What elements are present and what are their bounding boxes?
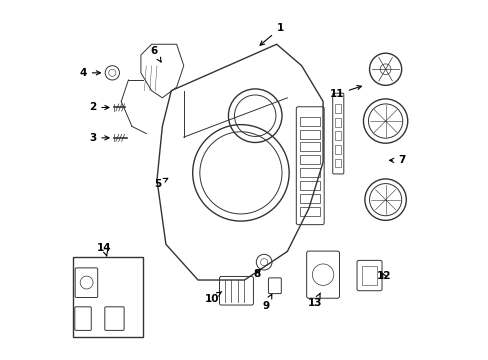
Bar — [334, 104, 341, 113]
Bar — [299, 194, 319, 203]
Text: 2: 2 — [89, 103, 109, 112]
Text: 14: 14 — [97, 243, 112, 256]
Bar — [299, 130, 319, 139]
Bar — [334, 118, 341, 127]
Bar — [334, 158, 341, 167]
Text: 4: 4 — [79, 68, 100, 78]
Text: 6: 6 — [150, 46, 161, 62]
Bar — [299, 168, 319, 177]
Text: 11: 11 — [329, 86, 361, 99]
Bar — [299, 181, 319, 190]
Text: 8: 8 — [253, 269, 260, 279]
Text: 12: 12 — [376, 271, 390, 281]
Bar — [334, 145, 341, 154]
Bar — [299, 143, 319, 152]
Bar — [299, 156, 319, 164]
Text: 10: 10 — [204, 292, 221, 303]
Bar — [299, 207, 319, 216]
Bar — [361, 266, 376, 285]
Text: 7: 7 — [389, 156, 405, 165]
Text: 5: 5 — [154, 178, 167, 189]
Bar — [334, 131, 341, 140]
Bar — [73, 257, 142, 337]
Text: 1: 1 — [260, 23, 283, 45]
Bar — [299, 117, 319, 126]
Text: 3: 3 — [89, 133, 109, 143]
Text: 13: 13 — [307, 293, 322, 308]
Text: 9: 9 — [262, 294, 271, 311]
